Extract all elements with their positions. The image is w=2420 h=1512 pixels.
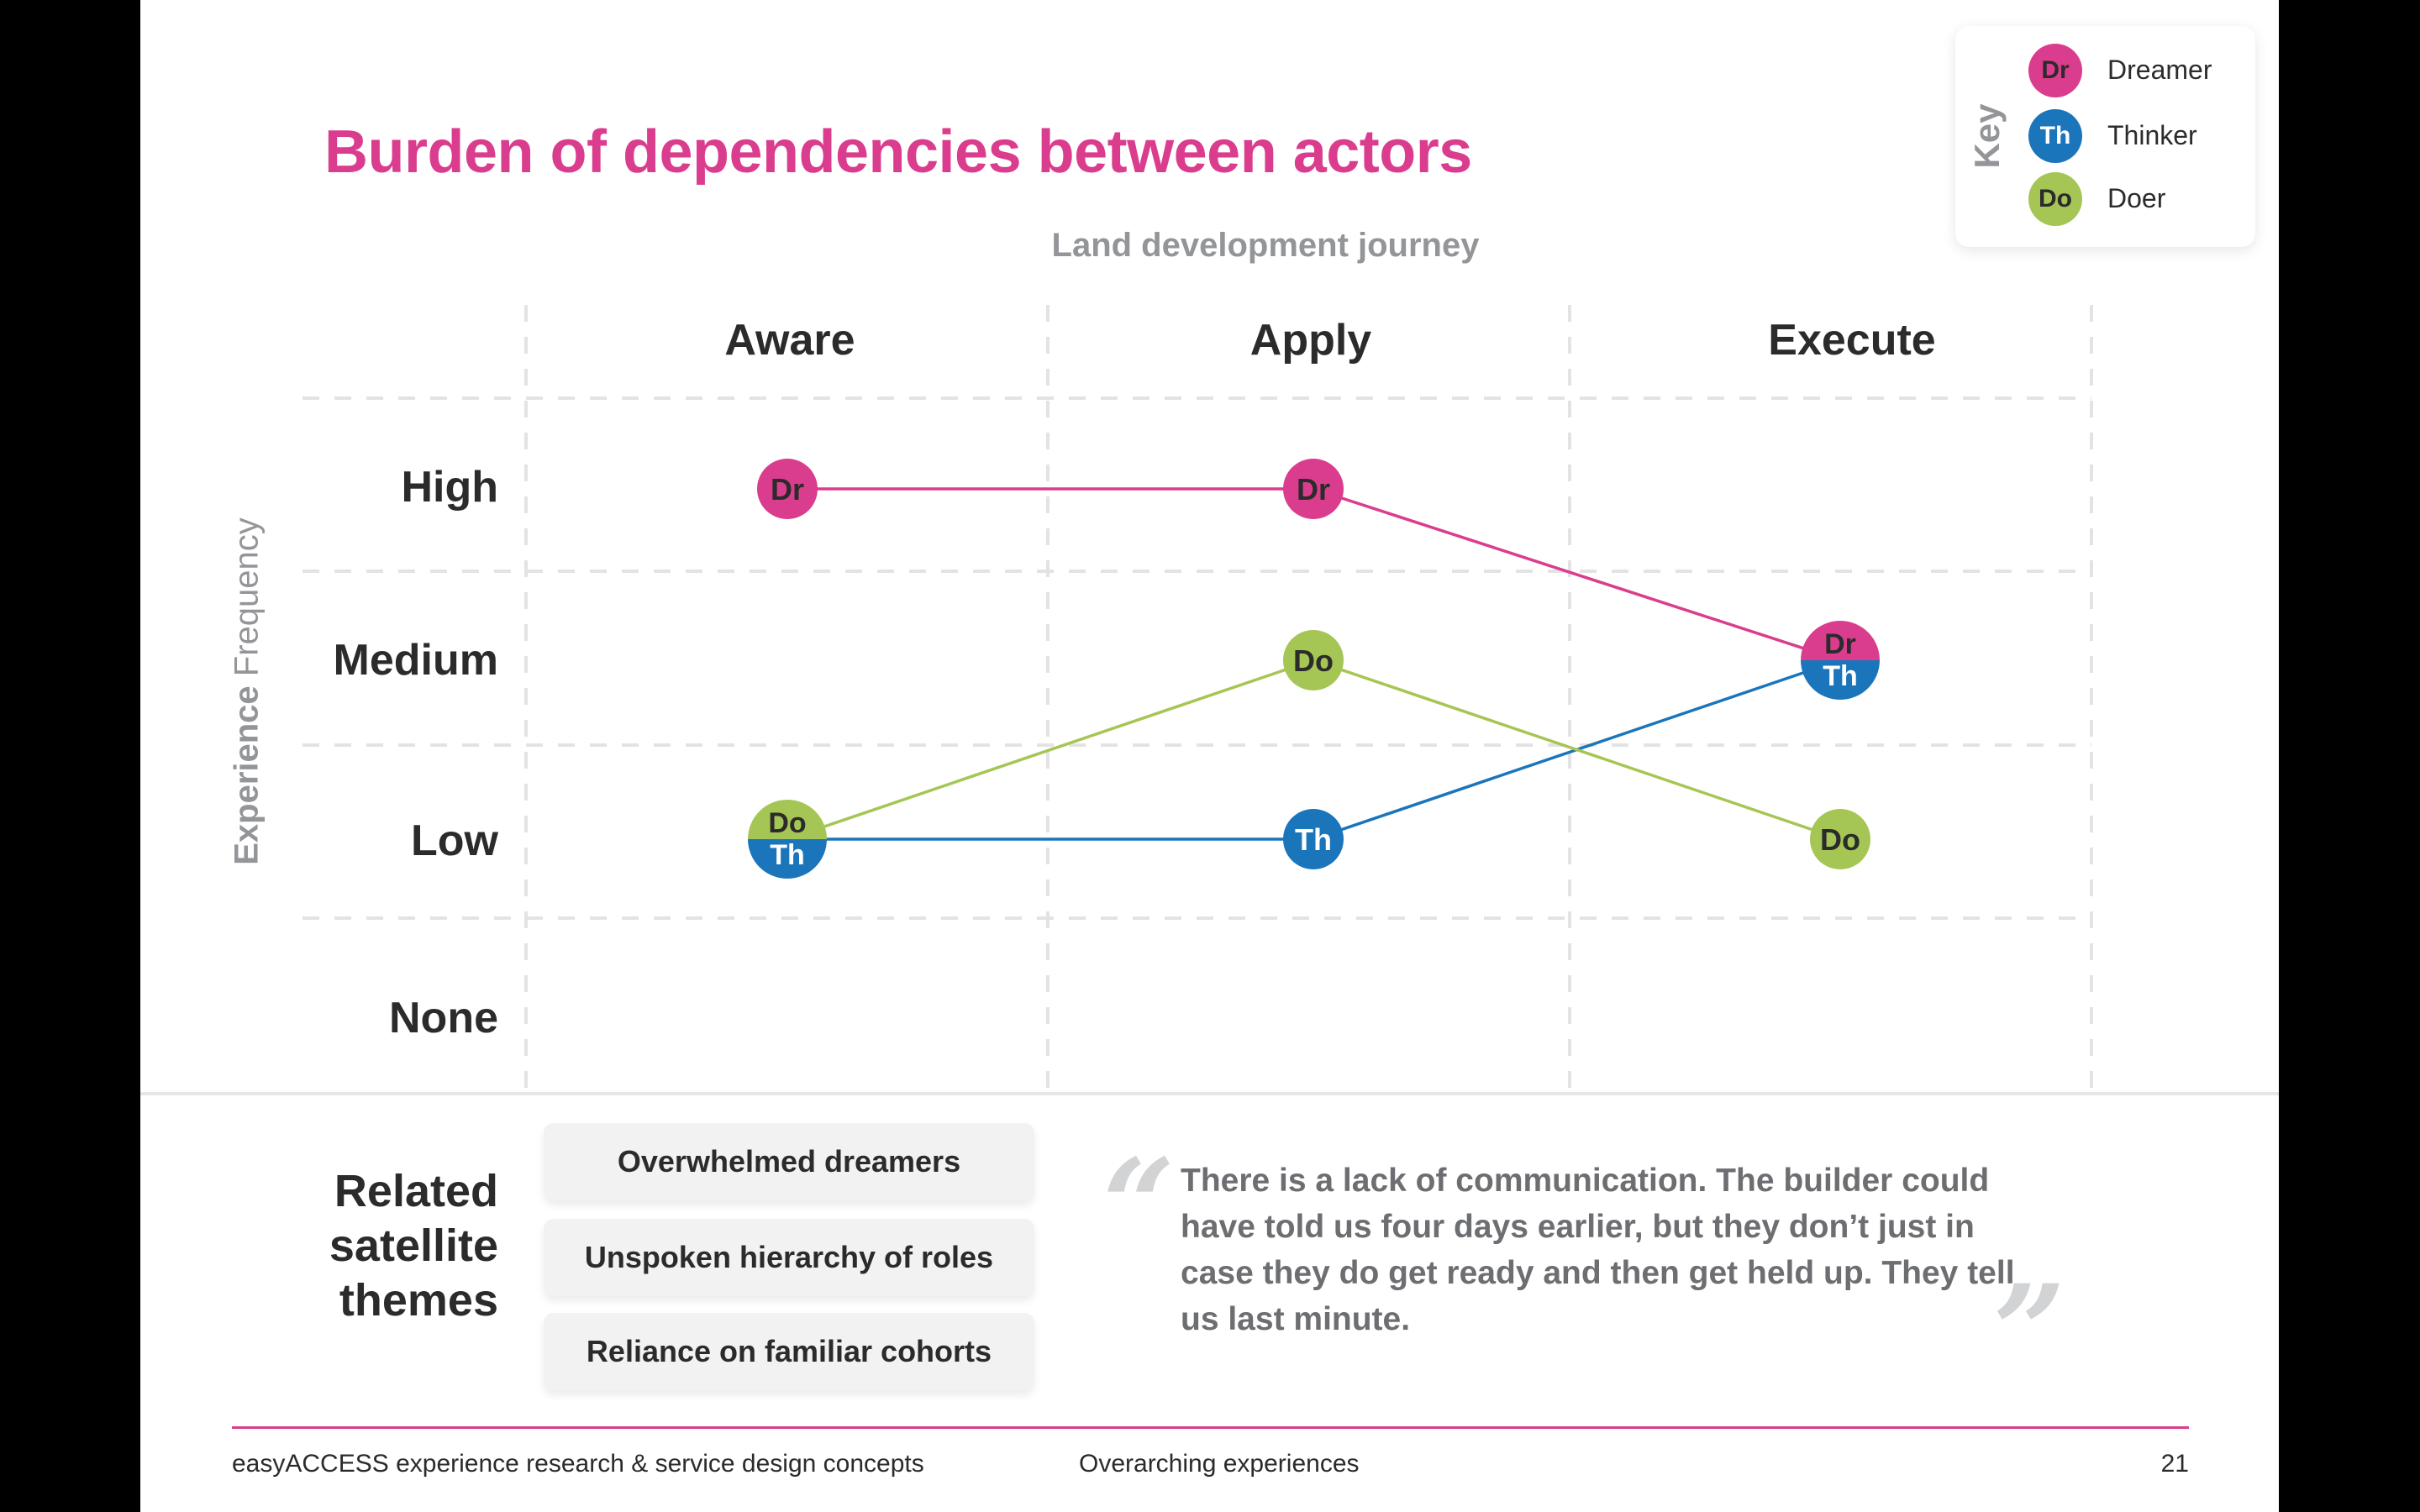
related-themes-title: Related satellite themes <box>140 1164 498 1328</box>
legend-dreamer-badge: Dr <box>2028 44 2082 97</box>
data-label-doer: Do <box>768 807 806 839</box>
related-title-line: Related <box>334 1166 498 1216</box>
series-line-doer <box>786 659 1314 841</box>
related-title-line: satellite <box>329 1221 498 1271</box>
page-title: Burden of dependencies between actors <box>324 118 1472 186</box>
data-point-thinker <box>1801 660 1880 700</box>
slide-page: Burden of dependencies between actors Ke… <box>140 0 2279 1512</box>
legend-dreamer-label: Dreamer <box>2107 55 2212 85</box>
footer-section-title: Overarching experiences <box>1079 1450 1360 1478</box>
series-line-dreamer <box>1313 487 1841 662</box>
data-point-thinker <box>748 839 827 879</box>
data-label-dreamer: Dr <box>1297 472 1330 507</box>
data-label-doer: Do <box>1820 822 1860 857</box>
data-label-doer: Do <box>1293 643 1334 678</box>
data-point-dreamer <box>1801 621 1880 660</box>
theme-card[interactable]: Reliance on familiar cohorts <box>544 1313 1034 1390</box>
theme-card[interactable]: Overwhelmed dreamers <box>544 1123 1034 1200</box>
row-label-medium: Medium <box>333 636 498 685</box>
legend-doer-label: Doer <box>2107 183 2166 213</box>
open-quote-icon: “ <box>1102 1131 1176 1279</box>
page-number: 21 <box>2160 1450 2189 1478</box>
related-title-line: themes <box>339 1275 498 1326</box>
close-quote-icon: ” <box>1993 1257 2066 1405</box>
legend-thinker-badge: Th <box>2028 109 2082 163</box>
footer-rule <box>232 1426 2189 1429</box>
legend-thinker-label: Thinker <box>2107 120 2197 150</box>
row-label-low: Low <box>411 816 498 865</box>
column-header-aware: Aware <box>724 316 855 365</box>
legend-key: Key Dr Dreamer Th Thinker Do Doer <box>1955 26 2255 247</box>
data-label-dreamer: Dr <box>1824 628 1856 660</box>
column-header-apply: Apply <box>1249 316 1372 365</box>
theme-card[interactable]: Unspoken hierarchy of roles <box>544 1219 1034 1296</box>
data-point-thinker <box>1283 809 1344 869</box>
data-point-dreamer <box>1283 459 1344 519</box>
row-label-high: High <box>401 463 498 512</box>
data-point-doer <box>1283 630 1344 690</box>
column-header-execute: Execute <box>1768 316 1936 365</box>
data-point-doer <box>1810 809 1870 869</box>
data-label-dreamer: Dr <box>771 472 804 507</box>
legend-doer-badge: Do <box>2028 172 2082 226</box>
data-label-thinker: Th <box>1295 822 1332 857</box>
row-label-none: None <box>389 994 498 1042</box>
data-point-dreamer <box>757 459 818 519</box>
data-label-thinker: Th <box>770 839 805 871</box>
quote-text: There is a lack of communication. The bu… <box>1181 1163 2015 1337</box>
data-label-thinker: Th <box>1823 660 1858 692</box>
data-point-doer <box>748 800 827 839</box>
footer-document-title: easyACCESS experience research & service… <box>232 1450 924 1478</box>
x-axis-title: Land development journey <box>1051 227 1480 264</box>
section-divider <box>140 1092 2279 1095</box>
series-line-doer <box>1313 659 1841 841</box>
